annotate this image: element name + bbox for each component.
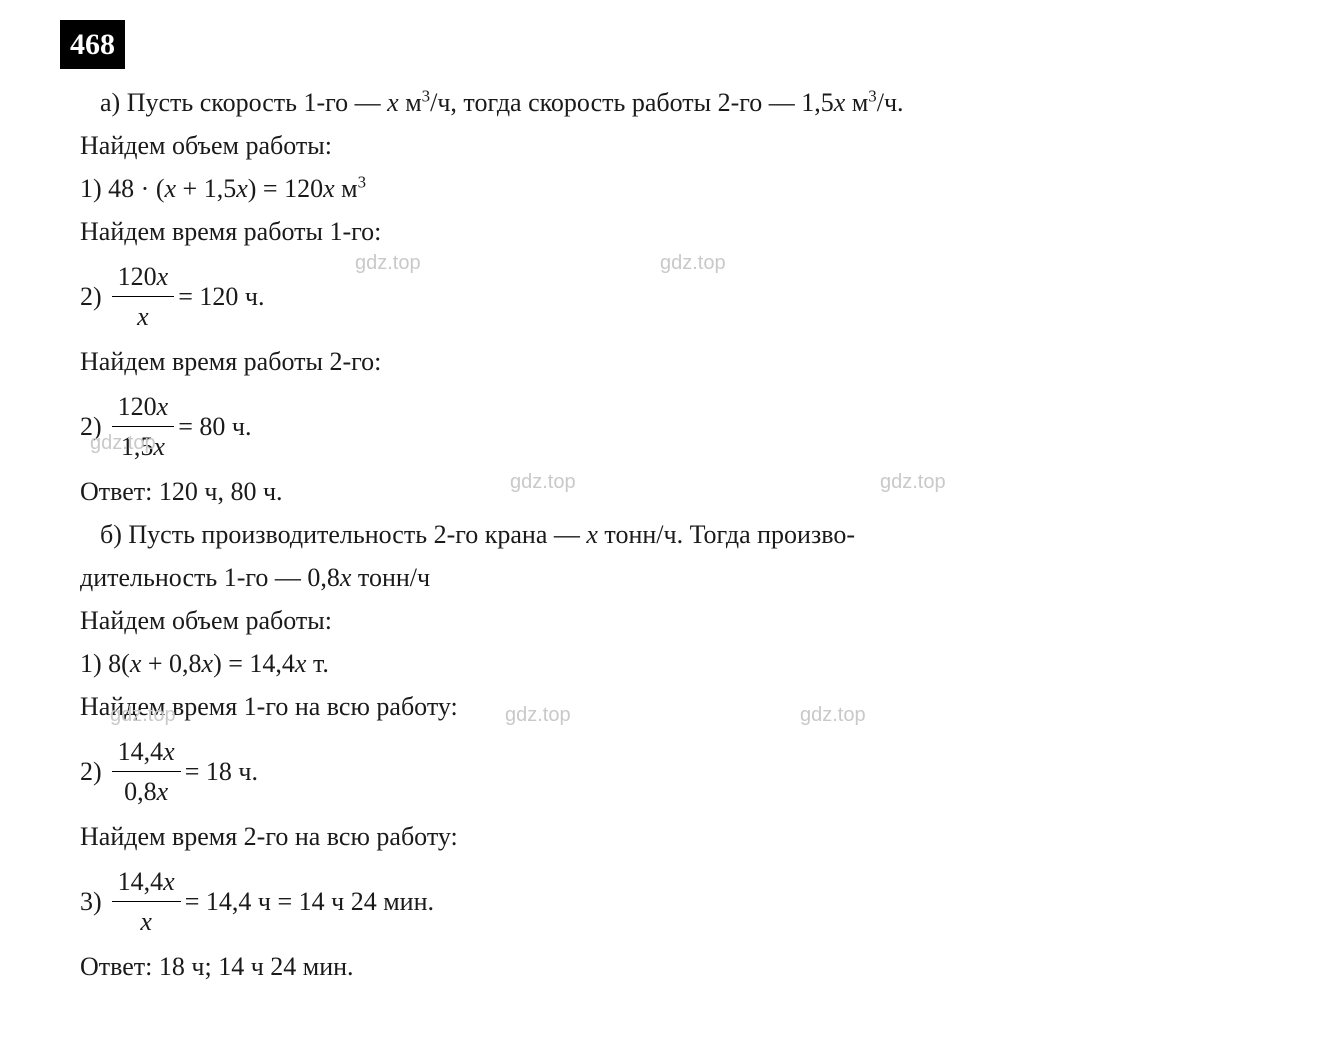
var: x — [236, 174, 248, 203]
text: м — [399, 88, 422, 117]
denominator: 0,8x — [112, 772, 181, 811]
var: x — [202, 649, 214, 678]
var: x — [340, 563, 352, 592]
numerator: 14,4x — [112, 732, 181, 772]
part-a-eq3: 2) 120x 1,5x = 80 ч. — [80, 387, 1264, 466]
part-a-find-time1: Найдем время работы 1-го: — [80, 212, 1264, 251]
text: 120 — [118, 392, 157, 421]
part-b-eq3: 3) 14,4x x = 14,4 ч = 14 ч 24 мин. — [80, 862, 1264, 941]
part-a-eq2: 2) 120x x = 120 ч. — [80, 257, 1264, 336]
part-b-intro-l1: б) Пусть производительность 2-го крана —… — [100, 515, 1264, 554]
var: x — [163, 737, 175, 766]
var: x — [834, 88, 846, 117]
part-a-find-volume: Найдем объем работы: — [80, 126, 1264, 165]
var: x — [164, 174, 176, 203]
text: тонн/ч — [351, 563, 430, 592]
numerator: 14,4x — [112, 862, 181, 902]
denominator: x — [112, 297, 175, 336]
text: 0,8 — [124, 777, 157, 806]
text: 1,5 — [121, 432, 154, 461]
problem-number: 468 — [60, 20, 125, 69]
text: б) Пусть производительность 2-го крана — — [100, 520, 586, 549]
part-b-find-time2: Найдем время 2-го на всю работу: — [80, 817, 1264, 856]
text: /ч. — [877, 88, 904, 117]
part-a-answer: Ответ: 120 ч, 80 ч. — [80, 472, 1264, 511]
text: /ч, тогда скорость работы 2-го — 1,5 — [430, 88, 834, 117]
sup: 3 — [422, 86, 430, 105]
var: x — [387, 88, 399, 117]
text: 120 — [118, 262, 157, 291]
var: x — [586, 520, 598, 549]
numerator: 120x — [112, 257, 175, 297]
fraction: 120x x — [112, 257, 175, 336]
text: м — [845, 88, 868, 117]
var: x — [295, 649, 307, 678]
rhs: = 120 ч. — [178, 277, 264, 316]
text: м — [335, 174, 358, 203]
text: а) Пусть скорость 1-го — — [100, 88, 387, 117]
text: дительность 1-го — 0,8 — [80, 563, 340, 592]
sup: 3 — [358, 172, 366, 191]
var: x — [157, 777, 169, 806]
part-b-eq2: 2) 14,4x 0,8x = 18 ч. — [80, 732, 1264, 811]
text: т. — [306, 649, 328, 678]
lead: 3) — [80, 882, 102, 921]
text: + 0,8 — [141, 649, 201, 678]
fraction: 14,4x 0,8x — [112, 732, 181, 811]
var: x — [153, 432, 165, 461]
part-a-eq1: 1) 48 · (x + 1,5x) = 120x м3 — [80, 169, 1264, 208]
text: + 1,5 — [176, 174, 236, 203]
text: ) = 14,4 — [213, 649, 295, 678]
rhs: = 18 ч. — [185, 752, 258, 791]
part-b-intro-l2: дительность 1-го — 0,8x тонн/ч — [80, 558, 1264, 597]
var: x — [157, 262, 169, 291]
text: 14,4 — [118, 737, 164, 766]
text: 1) 8( — [80, 649, 130, 678]
text: тонн/ч. Тогда произво- — [598, 520, 855, 549]
fraction: 120x 1,5x — [112, 387, 175, 466]
part-b-find-volume: Найдем объем работы: — [80, 601, 1264, 640]
lead: 2) — [80, 277, 102, 316]
denominator: x — [112, 902, 181, 941]
text: ) = 120 — [248, 174, 323, 203]
part-b-answer: Ответ: 18 ч; 14 ч 24 мин. — [80, 947, 1264, 986]
rhs: = 14,4 ч = 14 ч 24 мин. — [185, 882, 434, 921]
fraction: 14,4x x — [112, 862, 181, 941]
var: x — [157, 392, 169, 421]
lead: 2) — [80, 407, 102, 446]
denominator: 1,5x — [112, 427, 175, 466]
rhs: = 80 ч. — [178, 407, 251, 446]
numerator: 120x — [112, 387, 175, 427]
lead: 2) — [80, 752, 102, 791]
part-b-find-time1: Найдем время 1-го на всю работу: — [80, 687, 1264, 726]
part-b-eq1: 1) 8(x + 0,8x) = 14,4x т. — [80, 644, 1264, 683]
var: x — [323, 174, 335, 203]
part-a-find-time2: Найдем время работы 2-го: — [80, 342, 1264, 381]
text: 1) 48 · ( — [80, 174, 164, 203]
var: x — [130, 649, 142, 678]
part-a-intro: а) Пусть скорость 1-го — x м3/ч, тогда с… — [100, 83, 1264, 122]
text: 14,4 — [118, 867, 164, 896]
var: x — [163, 867, 175, 896]
sup: 3 — [868, 86, 876, 105]
